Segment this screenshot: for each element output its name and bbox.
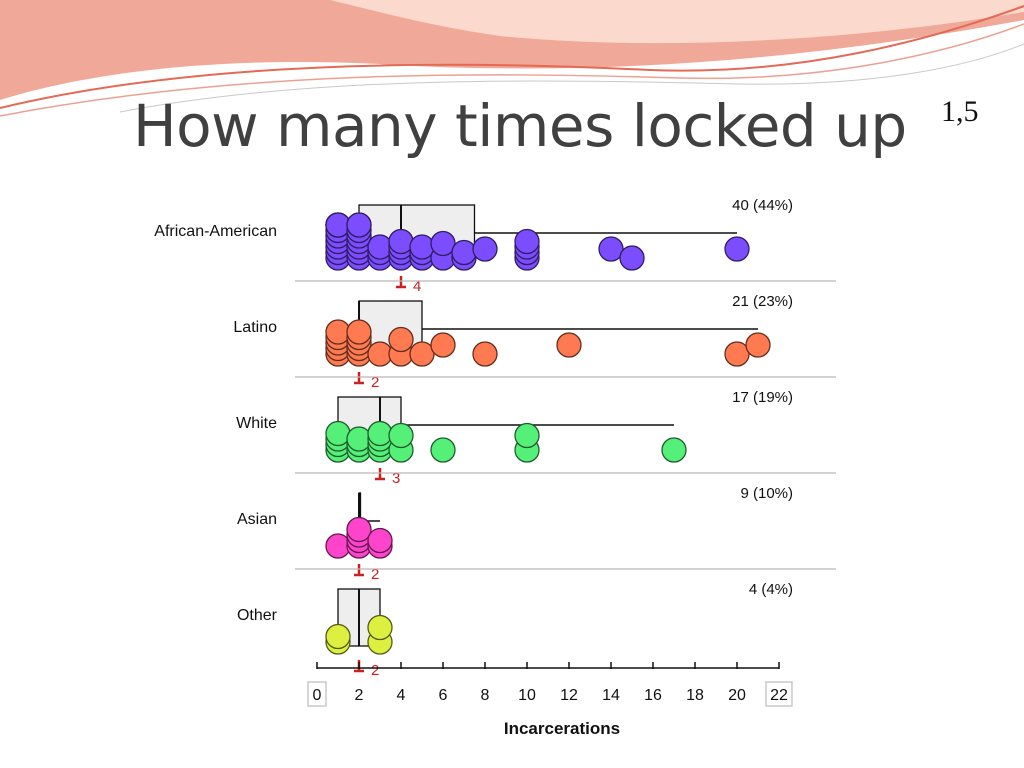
x-tick-label: 18 (686, 687, 704, 704)
data-point (367, 527, 393, 554)
count-label-other: 4 (4%) (749, 581, 793, 598)
data-point (325, 420, 351, 447)
data-point (451, 239, 477, 266)
group-label-latino: Latino (233, 319, 277, 336)
data-point (724, 341, 750, 367)
x-tick-label: 12 (560, 687, 578, 704)
data-point (409, 341, 435, 367)
count-label-asian: 9 (10%) (740, 485, 793, 502)
data-point (514, 422, 540, 449)
median-marker-label: 2 (371, 662, 379, 679)
data-point (430, 230, 456, 257)
data-point (514, 228, 540, 255)
x-tick-label: 6 (439, 687, 448, 704)
x-tick-label: 20 (728, 687, 746, 704)
data-point (661, 437, 687, 463)
x-tick-label-box (765, 681, 793, 707)
data-point (346, 319, 372, 345)
header-wave-light (330, 0, 1024, 44)
median-marker-label: 2 (371, 566, 379, 583)
data-point (430, 332, 456, 358)
data-point (388, 228, 414, 255)
data-point (619, 245, 645, 271)
data-point (472, 236, 498, 262)
slide-reference-number: 1,5 (941, 95, 979, 128)
header-wave-line-3 (119, 43, 1024, 113)
data-point (556, 332, 582, 358)
count-label-white: 17 (19%) (732, 389, 793, 406)
data-point (346, 516, 372, 543)
slide-title: How many times locked up (133, 92, 907, 160)
incarcerations-dot-plot: African-American 40 (44%) 4 Latino 21 (23%) 2… (154, 197, 836, 736)
median-marker-label: 3 (392, 470, 400, 487)
data-point (325, 623, 351, 650)
group-label-other: Other (237, 607, 278, 624)
x-tick-label: 4 (397, 687, 406, 704)
x-tick-label: 2 (355, 687, 364, 704)
header-wave-line-2 (0, 23, 1024, 117)
data-point (430, 437, 456, 463)
x-tick-label-box (307, 681, 327, 707)
median-marker-label: 2 (371, 374, 379, 391)
group-label-african-american: African-American (154, 223, 277, 240)
data-point (346, 212, 372, 238)
group-label-asian: Asian (237, 511, 277, 528)
median-marker-label: 4 (413, 278, 421, 295)
data-point (367, 614, 393, 641)
x-tick-label: 8 (481, 687, 490, 704)
data-point (388, 422, 414, 449)
data-point (745, 332, 771, 358)
count-label-african-american: 40 (44%) (732, 197, 793, 214)
x-axis-title: Incarcerations (504, 719, 620, 736)
chart-panel: African-American 40 (44%) 4 Latino 21 (23%) 2… (128, 183, 836, 736)
x-tick-label: 14 (602, 687, 620, 704)
header-wave-line-1 (0, 5, 1024, 109)
data-point (409, 234, 435, 260)
slide-header-decoration (0, 0, 1024, 117)
data-point (388, 326, 414, 353)
x-tick-label: 22 (770, 687, 788, 704)
data-point (598, 236, 624, 262)
group-label-white: White (236, 415, 277, 432)
x-tick-label: 16 (644, 687, 662, 704)
data-point (472, 341, 498, 367)
data-point (724, 236, 750, 262)
x-tick-label: 10 (518, 687, 536, 704)
count-label-latino: 21 (23%) (732, 293, 793, 310)
data-point (367, 420, 393, 447)
x-tick-label: 0 (313, 687, 322, 704)
